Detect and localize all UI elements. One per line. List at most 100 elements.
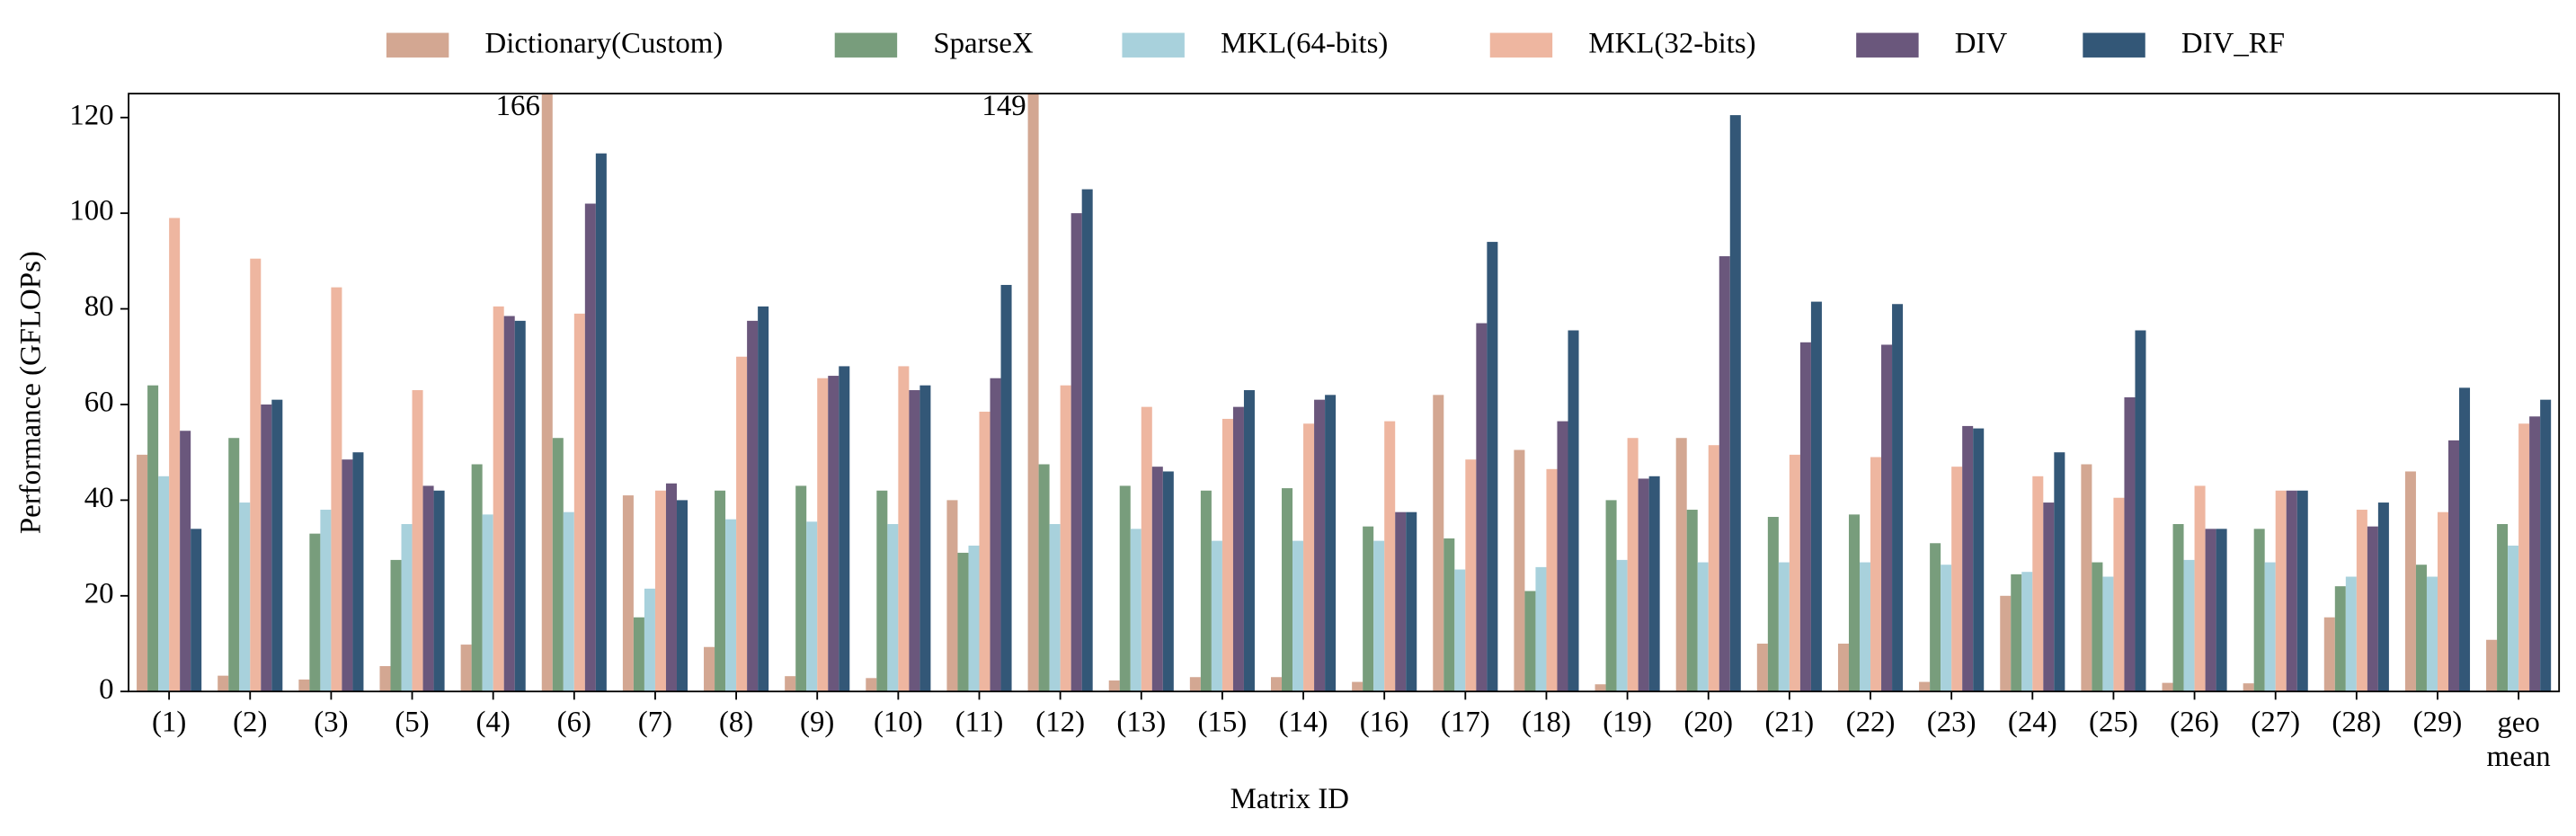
bar xyxy=(887,523,899,692)
bar xyxy=(2404,471,2416,692)
bar xyxy=(563,511,574,692)
x-tick-label: (25) xyxy=(2089,706,2138,738)
bar xyxy=(1848,514,1860,692)
bar xyxy=(390,559,402,692)
x-tick-label: (29) xyxy=(2413,706,2463,738)
bar xyxy=(2194,485,2206,692)
bar xyxy=(460,645,472,692)
bar xyxy=(1151,467,1163,692)
bar xyxy=(1756,644,1768,692)
bar xyxy=(1675,438,1687,692)
x-tick-label: (24) xyxy=(2008,706,2057,738)
y-tick-label: 120 xyxy=(69,99,113,131)
y-tick-label: 40 xyxy=(84,482,114,514)
bar xyxy=(1070,213,1082,692)
legend-swatch xyxy=(2083,32,2145,58)
bar xyxy=(2486,639,2498,692)
bar xyxy=(725,519,737,692)
legend-swatch xyxy=(1122,32,1185,58)
x-tick-label: (20) xyxy=(1683,706,1733,738)
legend-label: SparseX xyxy=(933,28,1034,60)
bar xyxy=(2334,586,2346,692)
y-tick-label: 60 xyxy=(84,387,114,419)
bar xyxy=(514,320,526,692)
bar xyxy=(379,666,391,692)
bar xyxy=(1638,478,1649,692)
bar xyxy=(1303,423,1315,692)
bar xyxy=(2459,387,2471,692)
bar xyxy=(2323,617,2335,692)
bar xyxy=(342,459,353,692)
bar xyxy=(1605,500,1617,692)
bar xyxy=(1557,421,1568,692)
x-tick-label: (11) xyxy=(955,706,1004,738)
x-tick-label: (13) xyxy=(1116,706,1166,738)
bar xyxy=(309,533,321,692)
bar xyxy=(1162,471,1174,692)
bar xyxy=(828,376,839,692)
bar xyxy=(250,258,262,692)
bar xyxy=(2183,559,2195,692)
x-tick-label: (21) xyxy=(1764,706,1814,738)
bar xyxy=(331,287,342,692)
bar xyxy=(2275,490,2287,692)
x-tick-label: (26) xyxy=(2170,706,2219,738)
bar xyxy=(352,452,364,692)
bar xyxy=(1060,385,1071,692)
bar xyxy=(1384,421,1396,692)
bar xyxy=(1465,459,1477,692)
bar xyxy=(541,93,553,692)
bar xyxy=(1027,93,1039,692)
bar xyxy=(137,454,148,692)
x-tick-label: (1) xyxy=(152,706,186,738)
bar xyxy=(1648,476,1660,692)
bar xyxy=(1232,406,1244,692)
legend-swatch xyxy=(1489,32,1553,58)
y-tick-label: 0 xyxy=(99,673,113,706)
bar xyxy=(1292,540,1304,692)
y-tick-label: 20 xyxy=(84,577,114,609)
bar xyxy=(704,646,715,692)
bar xyxy=(493,306,504,692)
bar xyxy=(785,676,796,692)
bar xyxy=(2102,576,2114,692)
bar xyxy=(876,490,888,692)
bar xyxy=(1130,529,1141,692)
bar xyxy=(1081,189,1093,692)
bar xyxy=(191,529,202,692)
legend-swatch xyxy=(834,32,898,58)
bar xyxy=(2011,574,2022,692)
plot-area xyxy=(137,93,2552,692)
bar xyxy=(471,464,483,692)
bar xyxy=(1708,445,1719,692)
x-tick-label: (14) xyxy=(1279,706,1328,738)
bar xyxy=(946,500,958,692)
bar xyxy=(552,438,564,692)
bar xyxy=(573,313,585,692)
bar xyxy=(957,552,969,692)
x-tick-label: (15) xyxy=(1198,706,1248,738)
bar xyxy=(2113,497,2125,692)
bar xyxy=(1443,538,1455,692)
bar xyxy=(758,306,769,692)
bar xyxy=(1211,540,1222,692)
bar xyxy=(433,490,445,692)
bar xyxy=(1767,517,1779,692)
bar xyxy=(169,218,181,692)
bar xyxy=(1038,464,1050,692)
bar xyxy=(1363,526,1374,692)
bar xyxy=(1524,591,1536,692)
legend-label: MKL(32-bits) xyxy=(1588,28,1755,60)
bar xyxy=(1778,562,1790,692)
x-tick-label: (10) xyxy=(874,706,923,738)
legend-label: Dictionary(Custom) xyxy=(485,28,724,60)
bar xyxy=(665,483,677,692)
bar xyxy=(1881,344,1893,692)
bar xyxy=(1729,115,1741,692)
bar xyxy=(979,411,990,692)
bar xyxy=(1919,681,1931,692)
bar xyxy=(1325,395,1337,692)
x-tick-label: (22) xyxy=(1846,706,1896,738)
bar xyxy=(2426,576,2438,692)
bar xyxy=(2092,562,2103,692)
